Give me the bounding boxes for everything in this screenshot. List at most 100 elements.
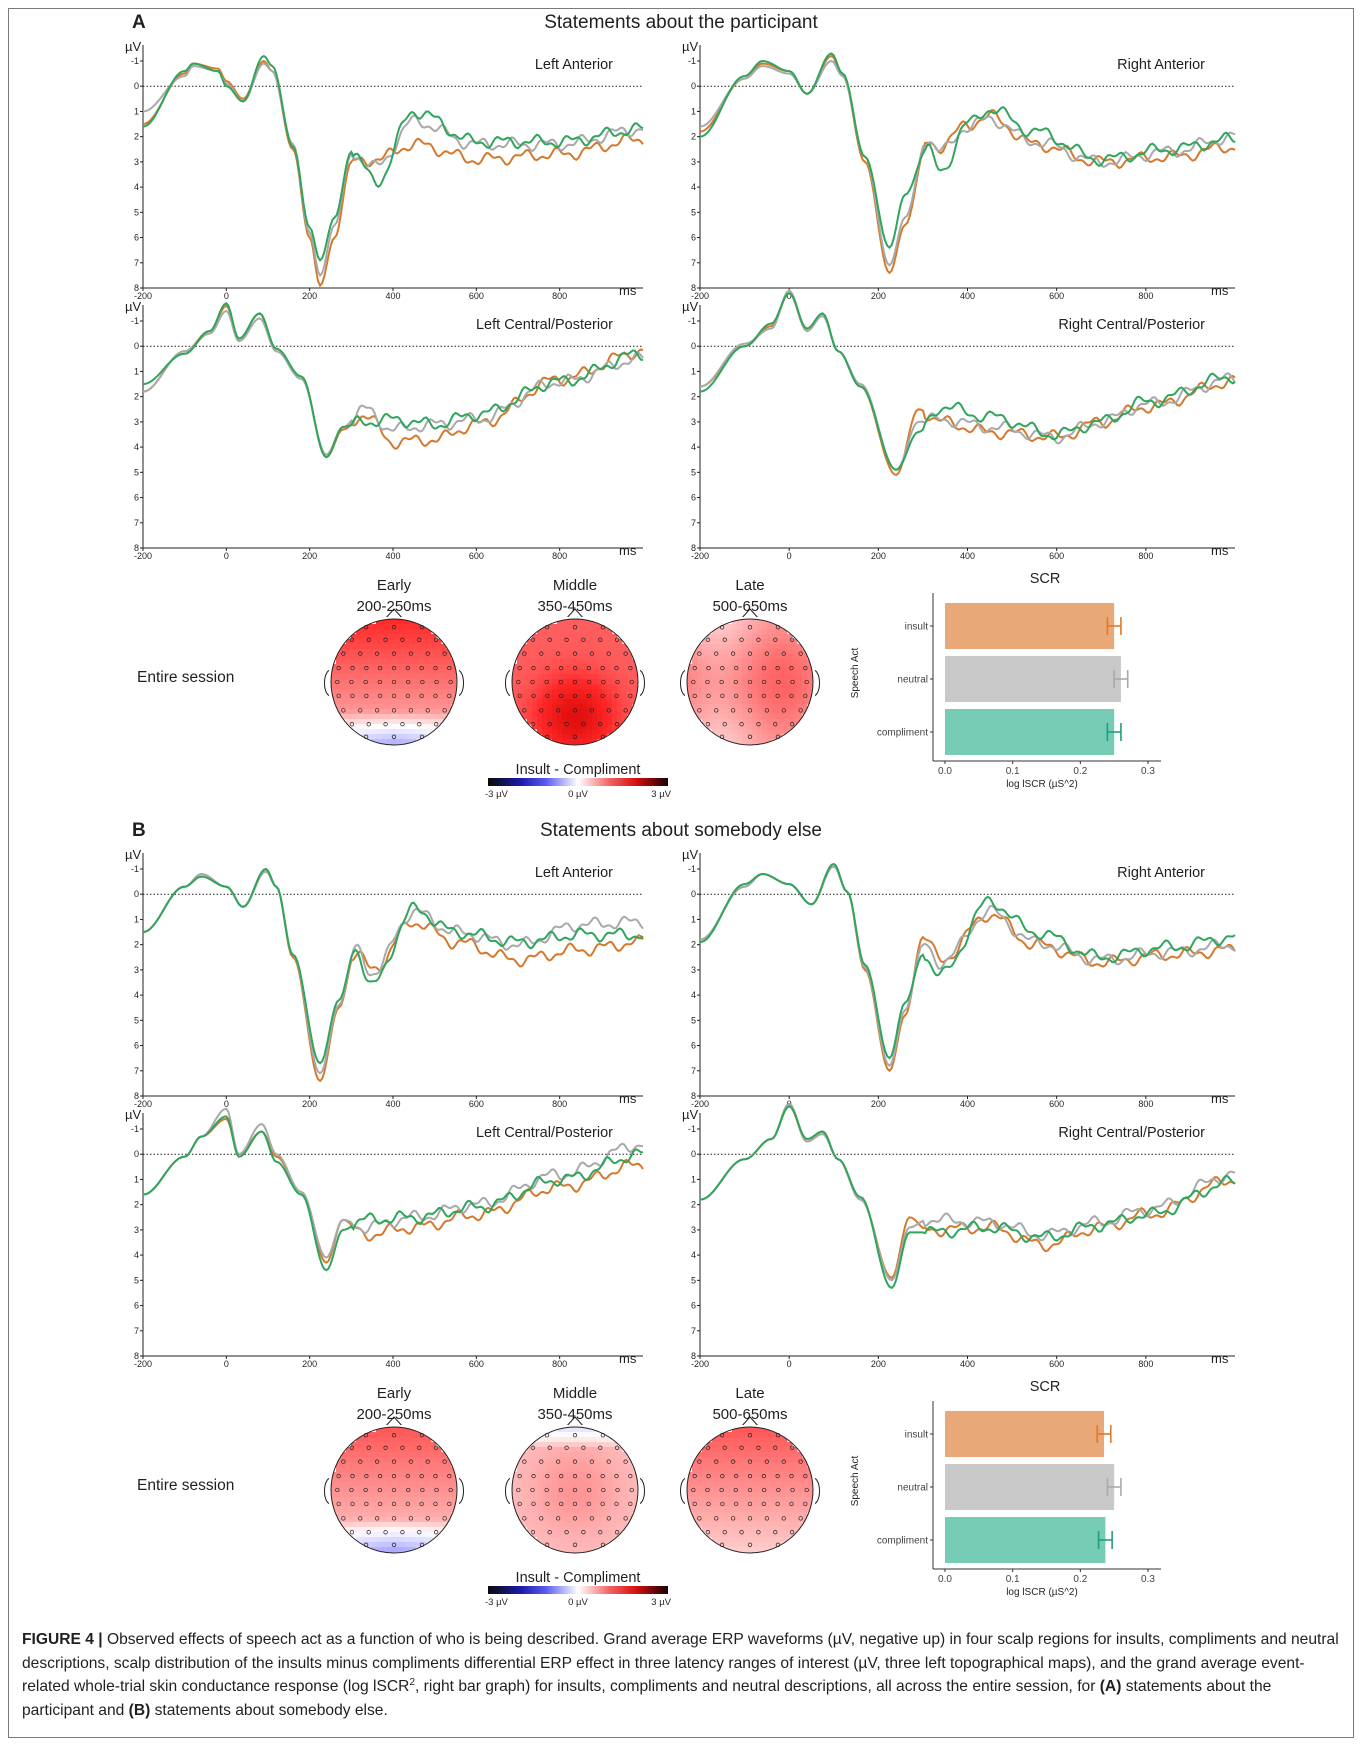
- topo-cell: [782, 704, 788, 710]
- topo-cell: [381, 684, 387, 690]
- topo-cell: [567, 684, 573, 690]
- topo-cell: [807, 664, 813, 670]
- electrode: [803, 1473, 808, 1479]
- topo-cell: [617, 639, 623, 645]
- electrode: [589, 708, 595, 713]
- y-tick-label: -1: [131, 1124, 139, 1134]
- topo-cell: [527, 644, 533, 650]
- electrode: [434, 679, 439, 685]
- y-unit-label: µV: [125, 1107, 141, 1122]
- topo-cell: [557, 734, 563, 740]
- topo-cell: [346, 714, 352, 720]
- topo-cell: [537, 1537, 543, 1543]
- topo-cell: [612, 679, 618, 685]
- y-tick-label: 3: [691, 1225, 696, 1235]
- topo-cell: [602, 1457, 608, 1463]
- electrode: [614, 1530, 620, 1535]
- topo-cell: [577, 664, 583, 670]
- erp-line-compliment: [699, 1105, 1236, 1290]
- topo-cell: [371, 1487, 377, 1493]
- topo-cell: [552, 699, 558, 705]
- topo-cell: [762, 1517, 768, 1523]
- topo-cell: [767, 1487, 773, 1493]
- topo-cell: [577, 1452, 583, 1458]
- topo-cell: [381, 1512, 387, 1518]
- topo-cell: [592, 704, 598, 710]
- head-outline: [686, 618, 814, 746]
- topo-cell: [386, 619, 392, 625]
- topo-cell: [577, 1477, 583, 1483]
- topo-cell: [416, 1522, 422, 1528]
- topo-cell: [777, 684, 783, 690]
- topo-cell: [782, 679, 788, 685]
- topo-cell: [366, 714, 372, 720]
- topo-cell: [582, 619, 588, 625]
- y-tick-label: 1: [691, 914, 696, 924]
- topo-cell: [577, 1542, 583, 1548]
- topo-cell: [707, 639, 713, 645]
- topo-cell: [366, 684, 372, 690]
- topo-cell: [572, 1482, 578, 1488]
- topo-cell: [592, 1527, 598, 1533]
- topo-cell: [532, 1482, 538, 1488]
- topo-cell: [747, 654, 753, 660]
- x-tick-label: 0.3: [1141, 766, 1155, 777]
- topo-cell: [732, 659, 738, 665]
- electrode: [756, 637, 761, 642]
- y-tick-label: 4: [691, 182, 696, 192]
- topo-cell: [742, 1502, 748, 1508]
- topo-cell: [356, 1487, 362, 1493]
- topo-cell: [446, 674, 452, 680]
- topo-cell: [722, 674, 728, 680]
- topo-cell: [406, 619, 412, 625]
- topo-cell: [617, 669, 623, 675]
- topo-cell: [747, 629, 753, 635]
- electrode: [391, 1501, 397, 1507]
- topo-cell: [742, 729, 748, 735]
- topo-cell: [356, 634, 362, 640]
- topo-cell: [627, 699, 633, 705]
- topo-cell: [737, 1532, 743, 1538]
- topo-cell: [722, 1472, 728, 1478]
- y-tick-label: -1: [131, 864, 139, 874]
- topo-cell: [426, 674, 432, 680]
- topo-cell: [622, 1477, 628, 1483]
- y-tick-label: 6: [691, 1041, 696, 1051]
- topo-cell: [411, 699, 417, 705]
- topo-cell: [381, 1507, 387, 1513]
- electrode: [705, 679, 710, 685]
- topo-cell: [396, 644, 402, 650]
- topo-cell: [702, 1492, 708, 1498]
- electrode: [691, 1487, 696, 1493]
- topo-cell: [446, 654, 452, 660]
- topo-cell: [797, 1512, 803, 1518]
- topo-cell: [707, 724, 713, 730]
- topo-cell: [421, 1477, 427, 1483]
- topo-cell: [366, 1437, 372, 1443]
- topo-cell: [777, 1522, 783, 1528]
- topo-cell: [592, 624, 598, 630]
- topo-cell: [391, 1527, 397, 1533]
- topo-cell: [421, 669, 427, 675]
- topo-cell: [722, 1467, 728, 1473]
- topo-cell: [371, 674, 377, 680]
- topo-cell: [557, 689, 563, 695]
- topo-cell: [557, 714, 563, 720]
- topo-cell: [416, 1497, 422, 1503]
- electrode: [545, 693, 550, 699]
- topo-cell: [426, 1447, 432, 1453]
- topo-cell: [381, 1437, 387, 1443]
- topo-cell: [597, 1512, 603, 1518]
- electrode: [433, 1501, 438, 1507]
- erp-line-neutral: [142, 1107, 644, 1259]
- topo-cell: [552, 694, 558, 700]
- topomap-name: Early: [377, 1385, 412, 1402]
- topo-cell: [351, 1452, 357, 1458]
- topo-cell: [436, 679, 442, 685]
- x-tick-label: 400: [960, 551, 975, 561]
- electrode: [559, 1473, 564, 1479]
- topo-cell: [557, 1482, 563, 1488]
- topo-cell: [792, 689, 798, 695]
